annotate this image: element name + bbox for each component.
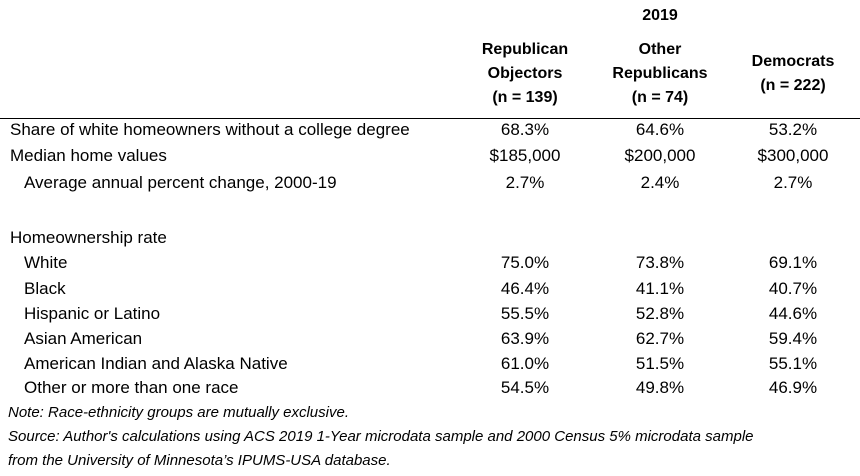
column-header-republican-objectors: Republican Objectors (n = 139) <box>481 41 569 106</box>
table-row: Median home values $185,000 $200,000 $30… <box>0 144 860 168</box>
row-label: Average annual percent change, 2000-19 <box>24 173 337 192</box>
cell-value: $185,000 <box>489 146 561 165</box>
table-source-line-1: Source: Author's calculations using ACS … <box>8 428 754 445</box>
table-row: Average annual percent change, 2000-19 2… <box>0 171 860 195</box>
cell-value: 40.7% <box>768 279 818 298</box>
cell-value: 55.1% <box>768 354 818 373</box>
row-label: Hispanic or Latino <box>24 304 161 323</box>
cell-value: 46.9% <box>768 378 818 397</box>
table-note: Note: Race-ethnicity groups are mutually… <box>8 404 349 421</box>
cell-value: 44.6% <box>768 304 818 323</box>
cell-value: 46.4% <box>500 279 550 298</box>
table-row: Other or more than one race 54.5% 49.8% … <box>0 376 860 400</box>
table-row: Share of white homeowners without a coll… <box>0 118 860 142</box>
cell-value: 62.7% <box>635 329 685 348</box>
header-divider <box>0 118 860 119</box>
cell-value: 61.0% <box>500 354 550 373</box>
cell-value: 53.2% <box>768 120 818 139</box>
row-label: White <box>24 253 68 272</box>
row-label: Other or more than one race <box>24 378 239 397</box>
section-title: Homeownership rate <box>10 228 167 247</box>
cell-value: 63.9% <box>500 329 550 348</box>
cell-value: 64.6% <box>635 120 685 139</box>
column-header-democrats: Democrats (n = 222) <box>751 53 835 94</box>
table-row: Black 46.4% 41.1% 40.7% <box>0 277 860 301</box>
cell-value: 75.0% <box>500 253 550 272</box>
cell-value: 68.3% <box>500 120 550 139</box>
table-row: Hispanic or Latino 55.5% 52.8% 44.6% <box>0 302 860 326</box>
cell-value: 73.8% <box>635 253 685 272</box>
table-row: White 75.0% 73.8% 69.1% <box>0 251 860 275</box>
cell-value: 49.8% <box>635 378 685 397</box>
row-label: Median home values <box>10 146 167 165</box>
cell-value: 2.7% <box>505 173 545 192</box>
year-header: 2019 <box>642 7 678 24</box>
cell-value: 55.5% <box>500 304 550 323</box>
row-label: American Indian and Alaska Native <box>24 354 288 373</box>
section-title-row: Homeownership rate <box>0 226 860 250</box>
cell-value: 51.5% <box>635 354 685 373</box>
column-header-other-republicans: Other Republicans (n = 74) <box>612 41 708 106</box>
row-label: Share of white homeowners without a coll… <box>10 120 410 139</box>
table-source-line-2: from the University of Minnesota’s IPUMS… <box>8 452 391 469</box>
table-row: Asian American 63.9% 62.7% 59.4% <box>0 327 860 351</box>
cell-value: 54.5% <box>500 378 550 397</box>
cell-value: 52.8% <box>635 304 685 323</box>
cell-value: 59.4% <box>768 329 818 348</box>
cell-value: $300,000 <box>757 146 829 165</box>
table-row: American Indian and Alaska Native 61.0% … <box>0 352 860 376</box>
cell-value: 69.1% <box>768 253 818 272</box>
cell-value: 2.4% <box>640 173 680 192</box>
cell-value: 41.1% <box>635 279 685 298</box>
row-label: Asian American <box>24 329 143 348</box>
row-label: Black <box>24 279 66 298</box>
cell-value: $200,000 <box>624 146 696 165</box>
cell-value: 2.7% <box>773 173 813 192</box>
